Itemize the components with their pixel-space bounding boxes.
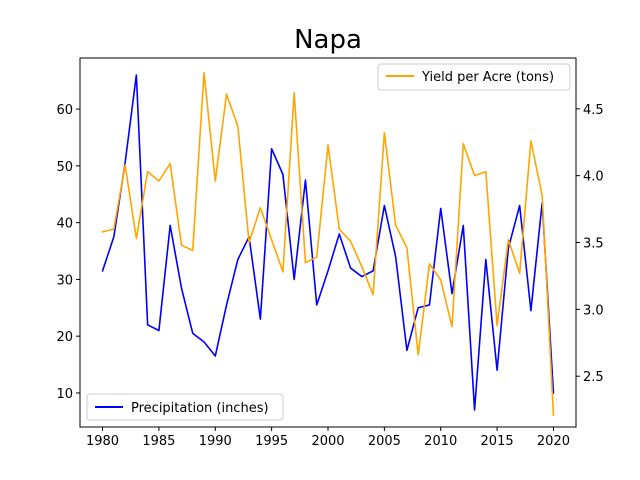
y-left-tick-label: 40 (56, 217, 73, 232)
series-line-precipitation (101, 74, 555, 411)
legend-yield-label: Yield per Acre (tons) (421, 70, 554, 85)
y-right-tick-label: 3.5 (583, 237, 604, 252)
y-right-tick-label: 4.5 (583, 103, 604, 118)
x-tick-label: 1990 (199, 434, 232, 449)
y-left-tick-label: 50 (56, 160, 73, 175)
legend-precipitation: Precipitation (inches) (86, 393, 284, 421)
y-left-tick-label: 60 (56, 103, 73, 118)
axes: 1980 1985 1990 1995 2000 2005 2010 2015 2020 10 20… (56, 57, 604, 449)
x-tick-label: 1985 (142, 434, 175, 449)
x-tick-label: 2010 (424, 434, 457, 449)
x-tick-label: 2020 (537, 434, 570, 449)
y-left-tick-label: 30 (56, 273, 73, 288)
y-left-tick-label: 20 (56, 330, 73, 345)
series-line-yield (101, 71, 555, 416)
plot-area (101, 71, 555, 416)
x-tick-label: 2005 (368, 434, 401, 449)
legend-precipitation-frame (86, 393, 284, 421)
x-tick-label: 1995 (255, 434, 288, 449)
legend-yield-frame (377, 63, 571, 91)
y-right-tick-label: 4.0 (583, 170, 604, 185)
plot-frame (79, 57, 577, 428)
chart-title: Napa (294, 25, 362, 55)
x-tick-label: 2015 (481, 434, 514, 449)
y-right-tick-label: 3.0 (583, 303, 604, 318)
x-tick-label: 2000 (311, 434, 344, 449)
legend-precipitation-label: Precipitation (inches) (131, 401, 269, 416)
y-right-tick-label: 2.5 (583, 370, 604, 385)
x-tick-label: 1980 (86, 434, 119, 449)
y-left-tick-label: 10 (56, 387, 73, 402)
legend-yield: Yield per Acre (tons) (377, 63, 571, 91)
